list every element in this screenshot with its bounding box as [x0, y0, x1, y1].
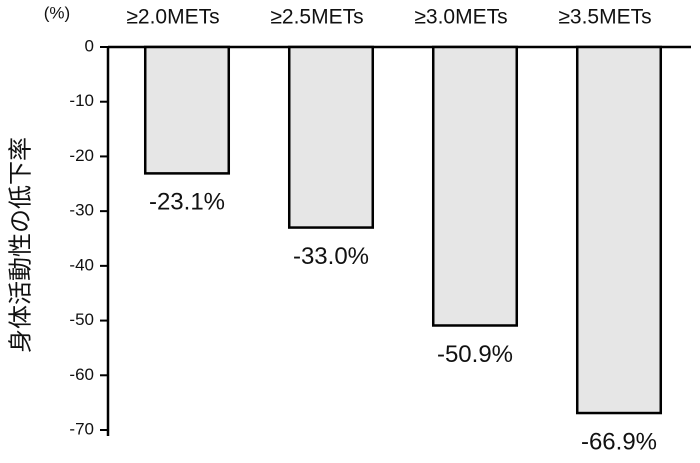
y-tick-label: -60 [69, 365, 94, 384]
bar [575, 45, 663, 415]
value-label: -66.9% [581, 428, 657, 455]
y-tick-label: -40 [69, 255, 94, 274]
y-axis-title: 身体活動性の低下率 [7, 137, 34, 353]
value-label: -50.9% [437, 341, 513, 368]
x-tick-label: ≥2.0METs [126, 6, 219, 29]
y-tick-label: -50 [69, 310, 94, 329]
y-tick-label: -70 [69, 419, 94, 438]
value-label: -33.0% [293, 243, 369, 270]
unit-label: (%) [44, 3, 70, 22]
x-tick-label: ≥3.0METs [414, 6, 507, 29]
x-tick-label: ≥2.5METs [270, 6, 363, 29]
bar [431, 45, 519, 327]
y-tick-label: -10 [69, 91, 94, 110]
y-tick-label: -30 [69, 201, 94, 220]
bar [287, 45, 375, 229]
value-label: -23.1% [149, 189, 225, 216]
bar [143, 45, 231, 175]
x-tick-label: ≥3.5METs [558, 6, 651, 29]
y-tick-label: 0 [85, 36, 94, 55]
y-tick-label: -20 [69, 146, 94, 165]
